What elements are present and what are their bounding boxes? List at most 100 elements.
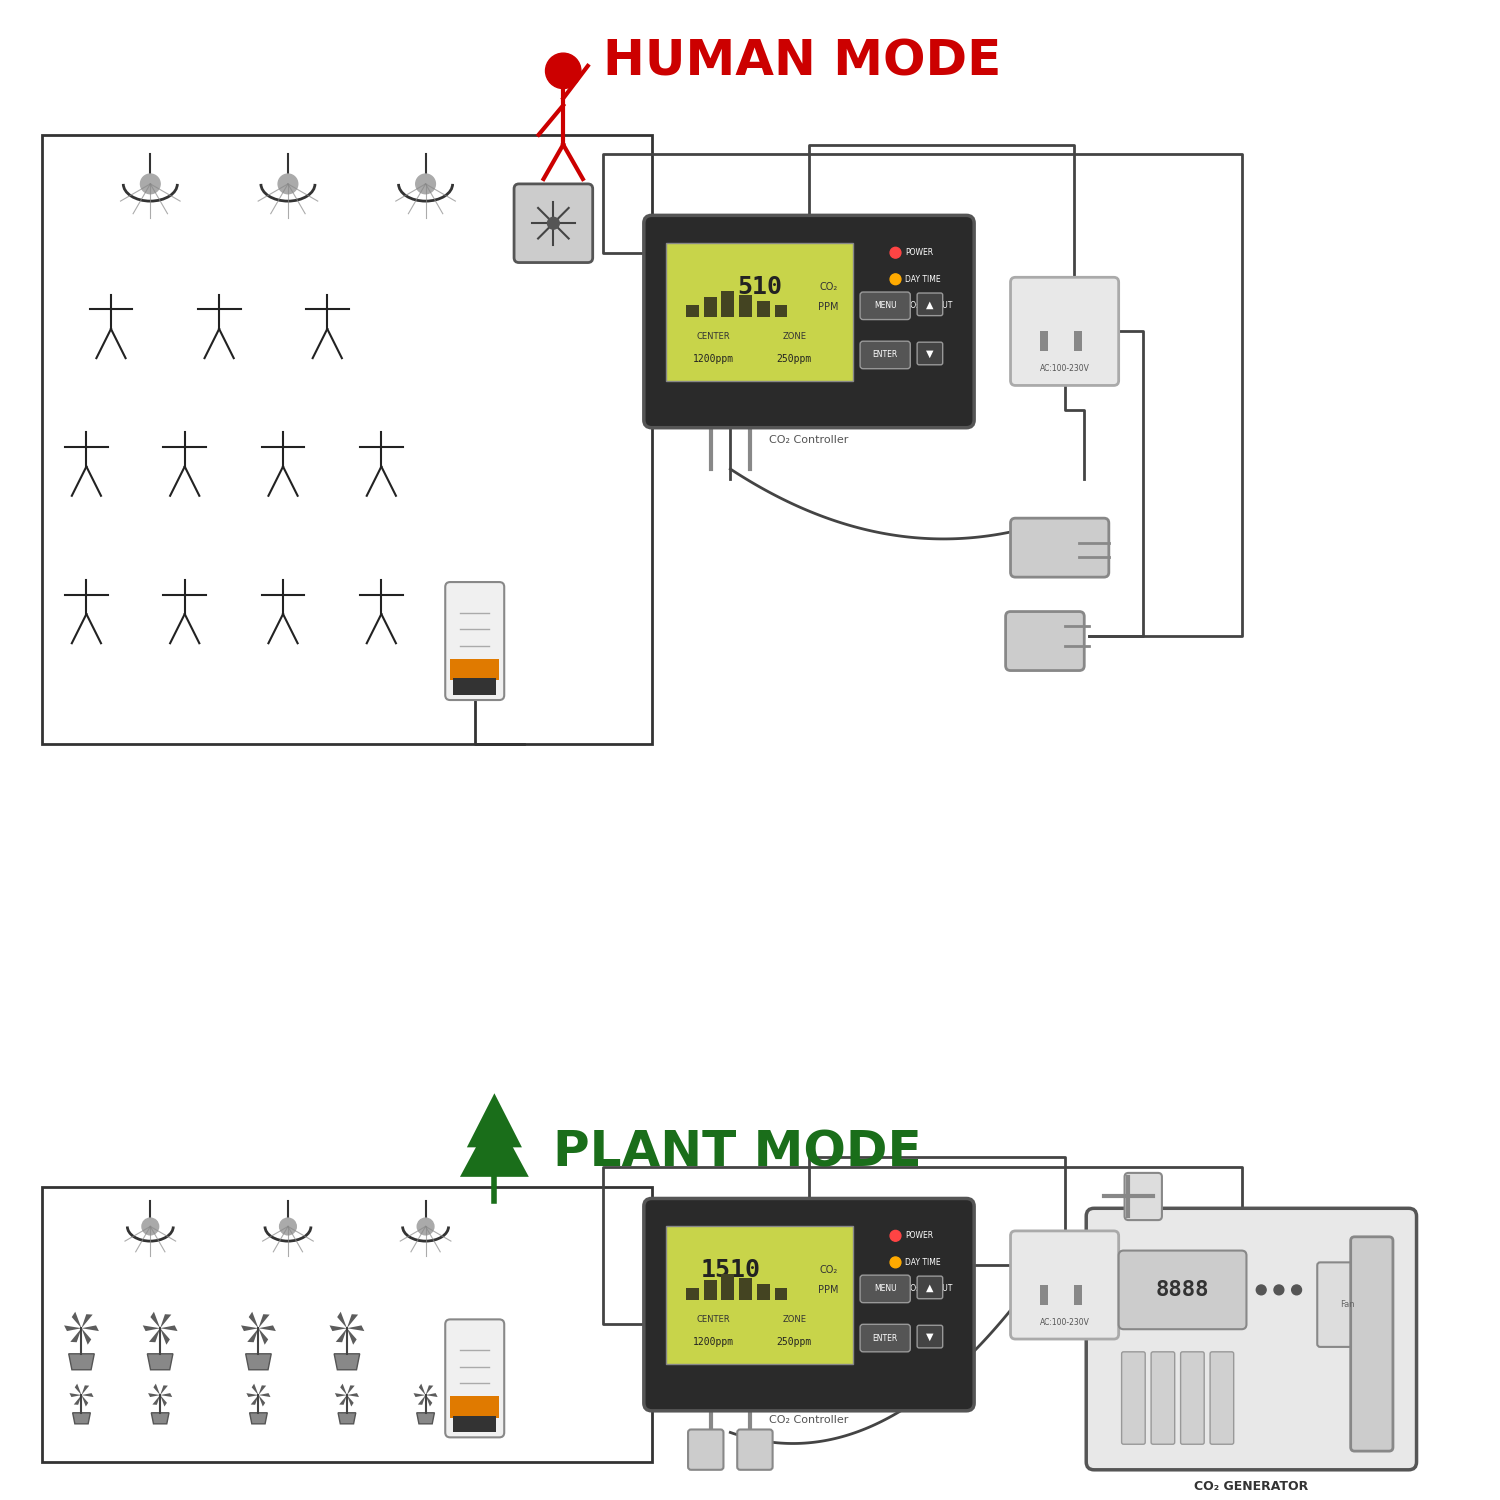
- Polygon shape: [75, 1383, 81, 1395]
- Polygon shape: [148, 1394, 160, 1396]
- Polygon shape: [417, 1413, 435, 1424]
- Text: 1510: 1510: [700, 1258, 760, 1282]
- Polygon shape: [160, 1326, 177, 1330]
- Text: ZONE: ZONE: [782, 1316, 806, 1324]
- FancyBboxPatch shape: [688, 1430, 723, 1470]
- Polygon shape: [153, 1383, 160, 1395]
- Text: 250ppm: 250ppm: [777, 1336, 812, 1347]
- Text: DAY TIME: DAY TIME: [906, 1258, 940, 1268]
- Bar: [42, 1186, 651, 1462]
- Text: POWER: POWER: [906, 1232, 933, 1240]
- FancyBboxPatch shape: [1122, 1352, 1144, 1444]
- Text: MENU: MENU: [874, 1284, 897, 1293]
- Circle shape: [141, 174, 160, 194]
- Polygon shape: [81, 1314, 93, 1328]
- Text: PPM: PPM: [819, 1286, 839, 1294]
- Polygon shape: [152, 1413, 170, 1424]
- Polygon shape: [248, 1328, 258, 1342]
- Bar: [774, 1288, 788, 1299]
- Polygon shape: [246, 1354, 272, 1370]
- Polygon shape: [258, 1394, 270, 1396]
- Bar: [740, 296, 752, 316]
- Polygon shape: [160, 1314, 171, 1328]
- Circle shape: [890, 300, 902, 310]
- Polygon shape: [258, 1328, 268, 1344]
- Circle shape: [890, 274, 902, 285]
- Bar: [1074, 332, 1083, 351]
- Bar: [1040, 1286, 1048, 1305]
- Text: ▲: ▲: [926, 300, 933, 309]
- Circle shape: [890, 1257, 902, 1268]
- Bar: [450, 658, 500, 681]
- Text: 1200ppm: 1200ppm: [693, 354, 734, 364]
- Circle shape: [1292, 1286, 1302, 1294]
- FancyBboxPatch shape: [1125, 1173, 1162, 1219]
- Bar: [686, 304, 699, 316]
- Polygon shape: [72, 1413, 90, 1424]
- Polygon shape: [346, 1328, 357, 1344]
- Polygon shape: [147, 1354, 172, 1370]
- Bar: [453, 678, 497, 694]
- Polygon shape: [258, 1314, 270, 1328]
- FancyBboxPatch shape: [1011, 518, 1108, 578]
- FancyBboxPatch shape: [1350, 1238, 1394, 1450]
- Polygon shape: [334, 1394, 346, 1396]
- Text: ZONE: ZONE: [782, 332, 806, 340]
- Bar: [758, 302, 770, 316]
- Polygon shape: [246, 1394, 258, 1396]
- Text: CENTER: CENTER: [698, 332, 730, 340]
- FancyBboxPatch shape: [1011, 278, 1119, 386]
- FancyBboxPatch shape: [446, 582, 504, 700]
- Bar: [722, 291, 735, 316]
- Polygon shape: [69, 1354, 94, 1370]
- Circle shape: [890, 248, 902, 258]
- Polygon shape: [338, 1413, 356, 1424]
- Circle shape: [890, 1230, 902, 1240]
- FancyBboxPatch shape: [1011, 1232, 1119, 1340]
- Bar: [666, 243, 853, 381]
- Polygon shape: [346, 1386, 354, 1395]
- FancyBboxPatch shape: [514, 184, 592, 262]
- Polygon shape: [160, 1328, 170, 1344]
- Text: CENTER: CENTER: [698, 1316, 730, 1324]
- Polygon shape: [346, 1314, 358, 1328]
- Polygon shape: [426, 1394, 438, 1396]
- Polygon shape: [426, 1395, 432, 1407]
- Polygon shape: [339, 1395, 346, 1406]
- Circle shape: [1257, 1286, 1266, 1294]
- FancyBboxPatch shape: [736, 1430, 772, 1470]
- Bar: [686, 1288, 699, 1299]
- Circle shape: [417, 1218, 434, 1234]
- Bar: [666, 1226, 853, 1364]
- Polygon shape: [460, 1113, 530, 1178]
- Circle shape: [416, 174, 435, 194]
- Polygon shape: [242, 1326, 258, 1330]
- Text: CO₂ GENERATOR: CO₂ GENERATOR: [1194, 1479, 1308, 1492]
- Polygon shape: [258, 1326, 276, 1330]
- Polygon shape: [74, 1395, 81, 1406]
- Polygon shape: [72, 1311, 81, 1328]
- FancyBboxPatch shape: [916, 342, 942, 364]
- Text: Fan: Fan: [1340, 1300, 1354, 1310]
- Bar: [722, 1274, 735, 1299]
- Bar: [42, 135, 651, 744]
- Polygon shape: [81, 1394, 93, 1396]
- Circle shape: [279, 1218, 297, 1234]
- Polygon shape: [69, 1394, 81, 1396]
- Text: 250ppm: 250ppm: [777, 354, 812, 364]
- FancyBboxPatch shape: [859, 1275, 910, 1302]
- FancyBboxPatch shape: [1180, 1352, 1204, 1444]
- Polygon shape: [426, 1386, 433, 1395]
- Text: CO₂ Controller: CO₂ Controller: [770, 1414, 849, 1425]
- Polygon shape: [346, 1326, 364, 1330]
- Circle shape: [890, 1284, 902, 1294]
- Text: ▼: ▼: [926, 1332, 933, 1341]
- Polygon shape: [249, 1311, 258, 1328]
- Polygon shape: [81, 1326, 99, 1330]
- Text: PLANT MODE: PLANT MODE: [554, 1128, 922, 1176]
- Polygon shape: [148, 1328, 160, 1342]
- Text: ENTER: ENTER: [873, 351, 898, 360]
- Bar: [1074, 1286, 1083, 1305]
- Text: AC:100-230V: AC:100-230V: [1040, 364, 1089, 374]
- Bar: [758, 1284, 770, 1299]
